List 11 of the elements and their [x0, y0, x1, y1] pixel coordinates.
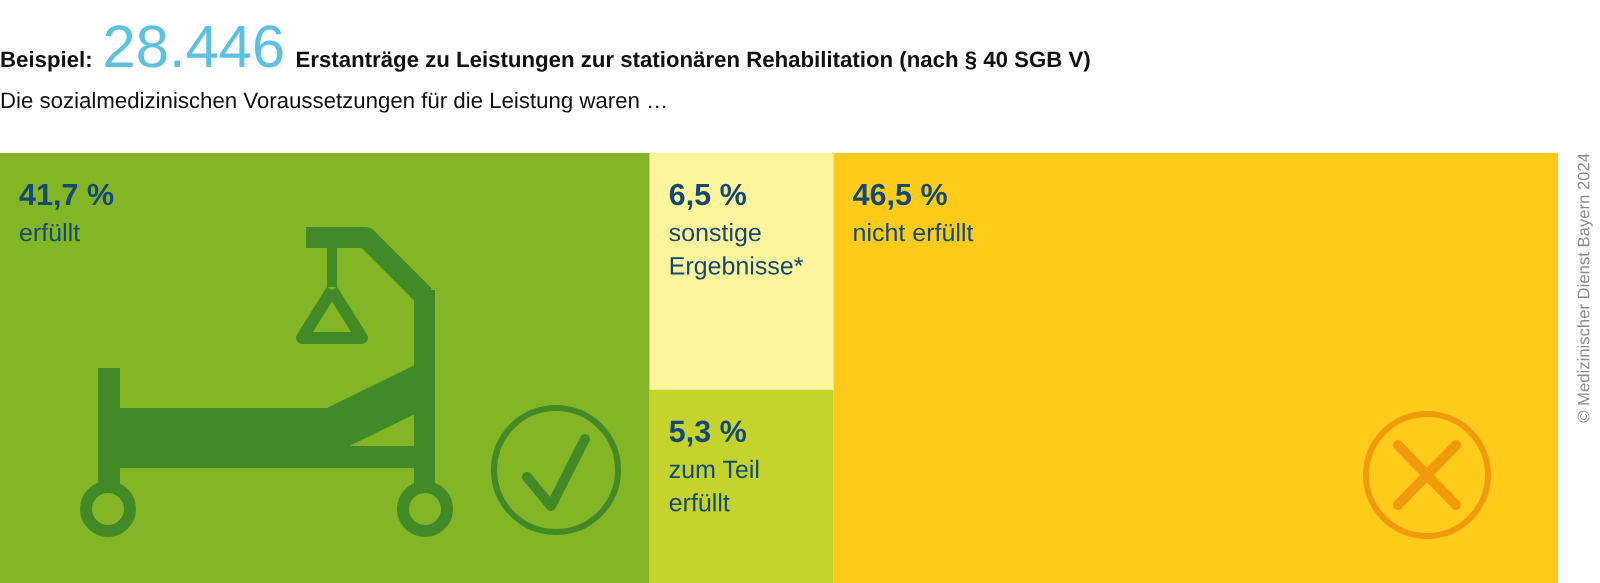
data-label: 6,5 %: [669, 183, 747, 210]
category-label: zum Teil erfüllt: [669, 459, 759, 512]
text: © Medizinischer Dienst Bayern 2024: [1577, 153, 1593, 423]
category-label: sonstige Ergebnisse*: [669, 223, 804, 280]
text: Die sozialmedizinischen Voraussetzungen für die Leistung waren …: [1, 91, 666, 113]
data-label: 46,5 %: [852, 183, 947, 210]
text: Beispiel: 28.446 Erstanträge zu Leistungen zur stationären Rehabilitation (nach § 40 SGB V): [1, 25, 1090, 72]
category-label: nicht erfüllt: [854, 223, 974, 242]
category-label: erfüllt: [20, 223, 80, 242]
data-label: 41,7 %: [19, 183, 114, 210]
data-label: 5,3 %: [669, 420, 747, 447]
